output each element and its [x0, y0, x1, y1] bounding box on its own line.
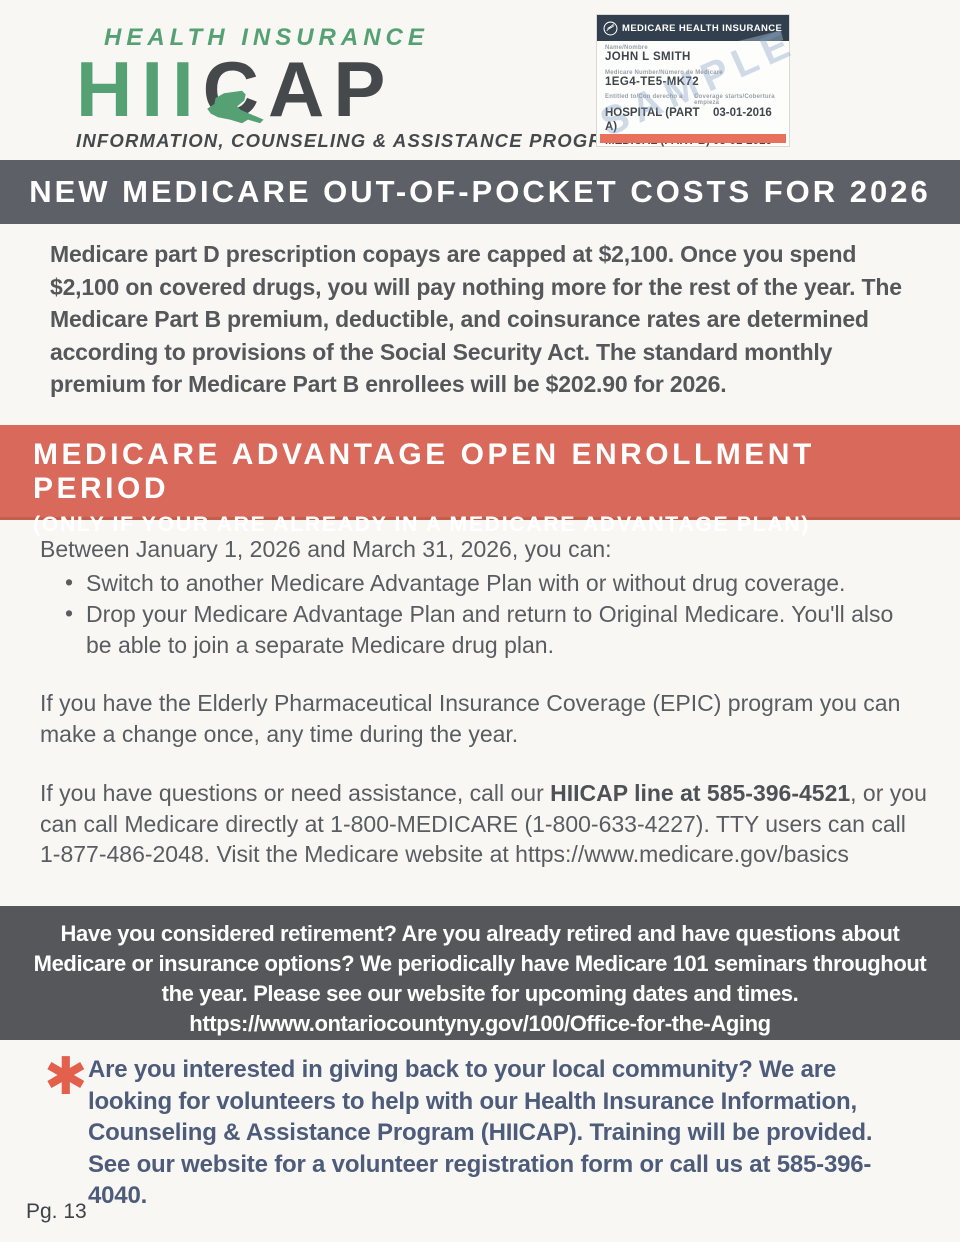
- asterisk-icon: ✱: [44, 1048, 88, 1106]
- banner-advantage-enrollment: MEDICARE ADVANTAGE OPEN ENROLLMENT PERIO…: [0, 425, 960, 536]
- enrollment-bullet-drop: Drop your Medicare Advantage Plan and re…: [40, 598, 924, 660]
- card-part-a-benefit: HOSPITAL (PART A): [605, 107, 700, 133]
- banner-advantage-title: MEDICARE ADVANTAGE OPEN ENROLLMENT PERIO…: [33, 438, 815, 505]
- enrollment-intro: Between January 1, 2026 and March 31, 20…: [40, 536, 612, 562]
- enrollment-bullet-switch: Switch to another Medicare Advantage Pla…: [40, 567, 924, 599]
- card-name-label: Name/Nombre: [605, 45, 648, 51]
- contact-hiicap-phone: HIICAP line at 585-396-4521: [550, 780, 851, 806]
- hiicap-logo: HEALTH INSURANCE HII CAP INFORMATION, COU…: [76, 24, 634, 152]
- banner-advantage-subtitle: (ONLY IF YOUR ARE ALREADY IN A MEDICARE …: [33, 512, 810, 536]
- enrollment-section: Between January 1, 2026 and March 31, 20…: [40, 534, 924, 660]
- contact-text-after: , or you can call Medicare directly at 1…: [40, 780, 927, 867]
- banner-retirement-seminars: Have you considered retirement? Are you …: [0, 906, 960, 1040]
- card-coverage-label: Coverage starts/Cobertura empieza: [694, 94, 775, 106]
- volunteer-section: ✱ Are you interested in giving back to y…: [44, 1048, 914, 1212]
- intro-paragraph: Medicare part D prescription copays are …: [50, 241, 902, 397]
- logo-top-line: HEALTH INSURANCE: [104, 24, 429, 51]
- card-part-a-date: 03-01-2016: [713, 107, 772, 119]
- medicare-card-sample: MEDICARE HEALTH INSURANCE Name/Nombre JO…: [594, 14, 802, 148]
- epic-paragraph: If you have the Elderly Pharmaceutical I…: [40, 690, 901, 747]
- medicare-card-body: Name/Nombre JOHN L SMITH Medicare Number…: [597, 41, 789, 148]
- banner-new-costs: NEW MEDICARE OUT-OF-POCKET COSTS FOR 202…: [0, 160, 960, 224]
- volunteer-text: Are you interested in giving back to you…: [88, 1056, 873, 1209]
- logo-wordmark: HII CAP: [76, 45, 634, 133]
- logo-word-dark: CAP: [203, 50, 395, 128]
- card-number-value: 1EG4-TE5-MK72: [605, 76, 700, 88]
- contact-paragraph: If you have questions or need assistance…: [40, 778, 928, 870]
- enrollment-bullet-list: Switch to another Medicare Advantage Pla…: [40, 567, 924, 661]
- page-number: Pg. 13: [26, 1200, 87, 1223]
- retirement-text: Have you considered retirement? Are you …: [33, 921, 927, 1006]
- card-number-label: Medicare Number/Número de Medicare: [605, 70, 723, 76]
- card-red-bar: [600, 134, 786, 143]
- contact-text-before: If you have questions or need assistance…: [40, 780, 551, 806]
- medicare-card-title: MEDICARE HEALTH INSURANCE: [622, 22, 783, 34]
- card-column-labels: Entitled to/Con derecho a Coverage start…: [605, 94, 783, 106]
- ny-state-icon: [206, 90, 264, 124]
- card-row-part-a: HOSPITAL (PART A) 03-01-2016: [605, 106, 783, 134]
- retirement-url: https://www.ontariocountyny.gov/100/Offi…: [189, 1011, 771, 1036]
- medicare-card-header: MEDICARE HEALTH INSURANCE: [597, 15, 789, 41]
- card-entitled-label: Entitled to/Con derecho a: [605, 94, 683, 100]
- card-name-value: JOHN L SMITH: [605, 51, 691, 63]
- banner-new-costs-title: NEW MEDICARE OUT-OF-POCKET COSTS FOR 202…: [29, 174, 931, 209]
- hhs-seal-icon: [603, 21, 618, 35]
- logo-tagline: INFORMATION, COUNSELING & ASSISTANCE PRO…: [76, 129, 635, 151]
- logo-word-green: HII: [76, 45, 203, 133]
